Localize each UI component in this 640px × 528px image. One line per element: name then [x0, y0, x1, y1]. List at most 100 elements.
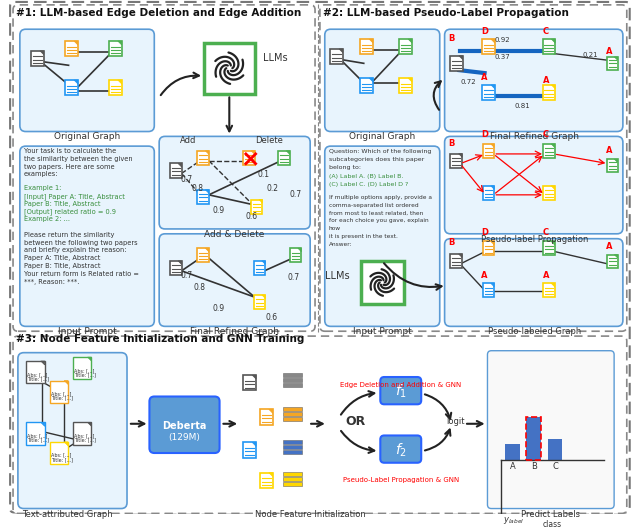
Text: Pseudo-labeled Graph: Pseudo-labeled Graph	[488, 327, 581, 336]
FancyBboxPatch shape	[380, 436, 421, 463]
Text: Abs: [...]: Abs: [...]	[74, 368, 94, 373]
FancyBboxPatch shape	[482, 39, 495, 54]
Text: A: A	[543, 76, 549, 85]
FancyBboxPatch shape	[543, 241, 555, 256]
Polygon shape	[269, 473, 273, 476]
Text: Final Refined Graph: Final Refined Graph	[189, 327, 278, 336]
Polygon shape	[551, 144, 555, 147]
Text: Abs: [...]: Abs: [...]	[51, 453, 71, 458]
Text: Deberta: Deberta	[163, 421, 207, 431]
Text: Pseudo-label Propagation: Pseudo-label Propagation	[481, 235, 588, 244]
Polygon shape	[408, 78, 412, 82]
Text: Title: [...]: Title: [...]	[74, 372, 96, 378]
FancyBboxPatch shape	[543, 85, 555, 100]
Polygon shape	[551, 241, 555, 245]
FancyBboxPatch shape	[253, 295, 266, 309]
FancyBboxPatch shape	[607, 254, 618, 268]
FancyBboxPatch shape	[483, 144, 494, 158]
Text: from most to least related, then: from most to least related, then	[329, 211, 423, 215]
Text: Add & Delete: Add & Delete	[204, 230, 264, 239]
Text: 0.7: 0.7	[180, 271, 193, 280]
Text: D: D	[481, 129, 488, 138]
Text: D: D	[481, 228, 488, 237]
Polygon shape	[252, 442, 256, 446]
Text: Your task is to calculate the: Your task is to calculate the	[24, 148, 116, 154]
FancyBboxPatch shape	[283, 445, 302, 449]
FancyBboxPatch shape	[483, 186, 494, 200]
Polygon shape	[64, 442, 68, 446]
FancyBboxPatch shape	[451, 254, 462, 268]
Text: Abs: [...]: Abs: [...]	[74, 433, 94, 438]
Text: 0.9: 0.9	[212, 206, 225, 215]
Text: #3: Node Feature Initialization and GNN Training: #3: Node Feature Initialization and GNN …	[16, 334, 305, 344]
Text: how: how	[329, 226, 340, 231]
FancyBboxPatch shape	[109, 41, 122, 56]
Text: it is present in the text.: it is present in the text.	[329, 234, 397, 239]
Text: Title: [...]: Title: [...]	[74, 438, 96, 442]
Text: If multiple options apply, provide a: If multiple options apply, provide a	[329, 195, 431, 200]
Polygon shape	[88, 422, 92, 426]
FancyBboxPatch shape	[290, 248, 301, 262]
FancyBboxPatch shape	[243, 442, 256, 458]
Text: 0.1: 0.1	[257, 170, 269, 179]
Text: B: B	[531, 462, 537, 471]
FancyBboxPatch shape	[260, 473, 273, 488]
Text: #2: LLM-based Pseudo-Label Propagation: #2: LLM-based Pseudo-Label Propagation	[323, 8, 569, 18]
Text: A: A	[606, 146, 612, 155]
Text: 0.7: 0.7	[289, 190, 301, 200]
Text: Title: [...]: Title: [...]	[27, 376, 49, 381]
Polygon shape	[552, 39, 555, 43]
Text: B: B	[448, 139, 454, 148]
Text: Example 1:: Example 1:	[24, 185, 61, 191]
FancyBboxPatch shape	[18, 353, 127, 508]
Text: 0.81: 0.81	[515, 103, 531, 109]
Text: Add: Add	[180, 136, 196, 145]
Polygon shape	[74, 80, 78, 84]
Polygon shape	[205, 248, 209, 252]
FancyBboxPatch shape	[283, 373, 302, 377]
FancyBboxPatch shape	[505, 444, 520, 460]
Text: 0.6: 0.6	[246, 212, 258, 221]
FancyBboxPatch shape	[283, 440, 302, 444]
FancyBboxPatch shape	[283, 383, 302, 386]
FancyBboxPatch shape	[483, 241, 494, 256]
Text: A: A	[481, 271, 488, 280]
Text: B: B	[448, 238, 454, 247]
Text: Title: [...]: Title: [...]	[27, 438, 49, 442]
Text: 0.37: 0.37	[494, 53, 510, 60]
Text: Input Prompt: Input Prompt	[353, 327, 412, 336]
FancyBboxPatch shape	[283, 417, 302, 421]
FancyBboxPatch shape	[607, 57, 618, 70]
FancyBboxPatch shape	[330, 49, 343, 64]
Text: OR: OR	[346, 416, 366, 428]
FancyBboxPatch shape	[320, 5, 627, 331]
Text: Predict Labels: Predict Labels	[522, 510, 580, 518]
FancyBboxPatch shape	[73, 357, 92, 379]
Polygon shape	[491, 284, 494, 287]
FancyBboxPatch shape	[283, 477, 302, 481]
Text: C: C	[543, 228, 549, 237]
FancyBboxPatch shape	[607, 159, 618, 172]
Text: comma-separated list ordered: comma-separated list ordered	[329, 203, 419, 208]
FancyBboxPatch shape	[260, 409, 273, 425]
Polygon shape	[262, 295, 266, 298]
Polygon shape	[286, 151, 290, 154]
Polygon shape	[178, 261, 182, 265]
Text: C: C	[552, 462, 558, 471]
Polygon shape	[262, 261, 266, 265]
FancyBboxPatch shape	[483, 284, 494, 297]
FancyBboxPatch shape	[380, 377, 421, 404]
Polygon shape	[252, 375, 256, 379]
Text: $f_2$: $f_2$	[395, 441, 407, 459]
Text: Paper B: Title, Abstract: Paper B: Title, Abstract	[24, 263, 100, 269]
Polygon shape	[205, 151, 209, 154]
Text: C: C	[543, 27, 549, 36]
FancyBboxPatch shape	[20, 146, 154, 326]
FancyBboxPatch shape	[73, 422, 92, 445]
Text: 0.8: 0.8	[193, 283, 205, 292]
FancyBboxPatch shape	[543, 144, 555, 158]
FancyBboxPatch shape	[527, 417, 541, 460]
FancyBboxPatch shape	[283, 412, 302, 416]
Text: Abs: [...]: Abs: [...]	[51, 391, 71, 397]
Polygon shape	[614, 159, 618, 163]
